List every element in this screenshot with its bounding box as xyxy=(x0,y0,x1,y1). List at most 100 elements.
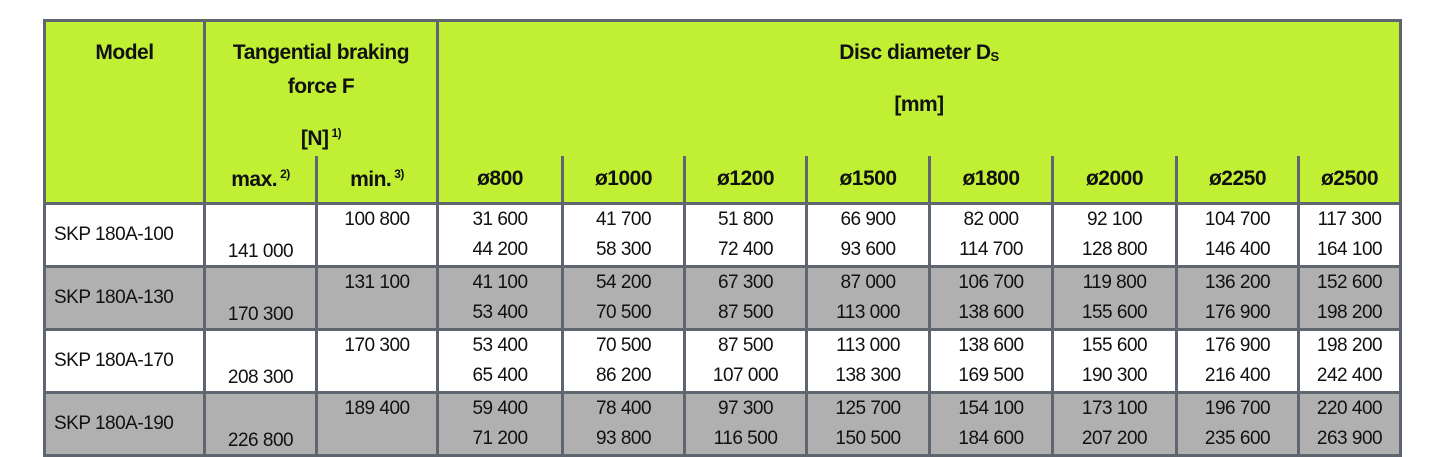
force-max-value: 82 000 xyxy=(963,209,1019,230)
disc-force-cell: 154 100 184 600 xyxy=(928,391,1054,457)
force-max-value: 97 300 xyxy=(717,398,774,419)
force-min-value: 128 800 xyxy=(1081,239,1148,260)
diameter-header: ø2000 xyxy=(1051,156,1178,205)
disc-force-cell: 173 100 207 200 xyxy=(1051,391,1178,457)
model-cell: SKP 180A-170 xyxy=(43,328,206,394)
disc-force-cell: 117 300 164 100 xyxy=(1297,202,1402,268)
disc-force-cell: 119 800 155 600 xyxy=(1051,265,1178,331)
force-max-value: 54 200 xyxy=(595,272,652,293)
diameter-header: ø2500 xyxy=(1297,156,1402,205)
force-min-value: 176 900 xyxy=(1204,302,1271,323)
disc-force-cell: 87 500 107 000 xyxy=(683,328,808,394)
table-row: SKP 180A-100 141 000 100 800 31 600 44 200 41… xyxy=(43,202,1402,268)
disc-force-cell: 59 400 71 200 xyxy=(436,391,564,457)
force-min-value: 93 600 xyxy=(840,239,896,260)
force-min-value: 87 500 xyxy=(717,302,774,323)
force-max-value: 106 700 xyxy=(958,272,1024,293)
force-max-value: 155 600 xyxy=(1081,335,1148,356)
force-max-value: 87 500 xyxy=(717,335,774,356)
force-max-value: 136 200 xyxy=(1204,272,1271,293)
disc-force-cell: 87 000 113 000 xyxy=(805,265,931,331)
force-min-value: 138 600 xyxy=(958,302,1024,323)
force-min-value: 113 000 xyxy=(836,302,900,323)
disc-force-cell: 220 400 263 900 xyxy=(1297,391,1402,457)
force-max-value: 113 000 xyxy=(836,335,900,356)
max-force-cell: 208 300 xyxy=(203,328,318,394)
disc-force-cell: 53 400 65 400 xyxy=(436,328,564,394)
force-min-value: 190 300 xyxy=(1081,365,1148,386)
force-min-value: 242 400 xyxy=(1316,365,1383,386)
force-max-value: 152 600 xyxy=(1316,272,1383,293)
force-min-value: 53 400 xyxy=(472,302,528,323)
disc-force-cell: 106 700 138 600 xyxy=(928,265,1054,331)
min-force-cell: 100 800 xyxy=(315,202,439,268)
disc-force-cell: 138 600 169 500 xyxy=(928,328,1054,394)
model-header: Model xyxy=(43,19,206,205)
force-max-value: 196 700 xyxy=(1204,398,1271,419)
force-min-value: 114 700 xyxy=(959,239,1023,260)
force-max-value: 41 100 xyxy=(472,272,528,293)
diameter-header: ø1800 xyxy=(928,156,1054,205)
table-row: SKP 180A-130 170 300 131 100 41 100 53 400 54… xyxy=(43,265,1402,331)
force-max-value: 70 500 xyxy=(595,335,652,356)
disc-force-cell: 92 100 128 800 xyxy=(1051,202,1178,268)
disc-force-cell: 198 200 242 400 xyxy=(1297,328,1402,394)
disc-force-cell: 41 700 58 300 xyxy=(561,202,686,268)
min-header: min. 3) xyxy=(315,156,439,205)
max-header: max. 2) xyxy=(203,156,318,205)
disc-force-cell: 31 600 44 200 xyxy=(436,202,564,268)
model-cell: SKP 180A-130 xyxy=(43,265,206,331)
force-max-value: 119 800 xyxy=(1082,272,1147,293)
force-max-value: 67 300 xyxy=(717,272,774,293)
force-min-value: 146 400 xyxy=(1204,239,1271,260)
force-max-value: 41 700 xyxy=(595,209,652,230)
force-max-value: 220 400 xyxy=(1316,398,1383,419)
force-min-value: 72 400 xyxy=(717,239,774,260)
force-max-value: 173 100 xyxy=(1081,398,1148,419)
force-max-value: 59 400 xyxy=(472,398,528,419)
force-max-value: 78 400 xyxy=(595,398,652,419)
force-max-value: 138 600 xyxy=(958,335,1024,356)
disc-force-cell: 136 200 176 900 xyxy=(1175,265,1300,331)
disc-force-cell: 54 200 70 500 xyxy=(561,265,686,331)
force-max-value: 125 700 xyxy=(835,398,901,419)
disc-force-cell: 67 300 87 500 xyxy=(683,265,808,331)
min-force-cell: 189 400 xyxy=(315,391,439,457)
table-row: SKP 180A-170 208 300 170 300 53 400 65 400 70… xyxy=(43,328,1402,394)
disc-force-cell: 152 600 198 200 xyxy=(1297,265,1402,331)
disc-force-cell: 97 300 116 500 xyxy=(683,391,808,457)
force-max-value: 176 900 xyxy=(1204,335,1271,356)
force-max-value: 53 400 xyxy=(472,335,528,356)
disc-force-cell: 196 700 235 600 xyxy=(1175,391,1300,457)
force-min-value: 70 500 xyxy=(595,302,652,323)
force-min-value: 164 100 xyxy=(1316,239,1383,260)
disc-force-cell: 113 000 138 300 xyxy=(805,328,931,394)
max-force-cell: 170 300 xyxy=(203,265,318,331)
model-cell: SKP 180A-100 xyxy=(43,202,206,268)
force-min-value: 138 300 xyxy=(835,365,901,386)
max-force-cell: 141 000 xyxy=(203,202,318,268)
disc-force-cell: 155 600 190 300 xyxy=(1051,328,1178,394)
force-max-value: 154 100 xyxy=(958,398,1024,419)
force-max-value: 198 200 xyxy=(1316,335,1383,356)
force-min-value: 107 000 xyxy=(712,365,779,386)
diameter-header: ø1500 xyxy=(805,156,931,205)
diameter-header: ø1200 xyxy=(683,156,808,205)
disc-force-cell: 176 900 216 400 xyxy=(1175,328,1300,394)
disc-force-cell: 82 000 114 700 xyxy=(928,202,1054,268)
disc-force-cell: 78 400 93 800 xyxy=(561,391,686,457)
table-row: SKP 180A-190 226 800 189 400 59 400 71 200 78… xyxy=(43,391,1402,457)
force-max-value: 31 600 xyxy=(472,209,528,230)
disc-diameter-header: Disc diameter DS [mm] xyxy=(436,19,1402,156)
disc-force-cell: 70 500 86 200 xyxy=(561,328,686,394)
force-min-value: 184 600 xyxy=(958,428,1024,449)
force-min-value: 235 600 xyxy=(1204,428,1271,449)
force-max-value: 51 800 xyxy=(717,209,774,230)
force-max-value: 87 000 xyxy=(840,272,896,293)
force-max-value: 117 300 xyxy=(1317,209,1382,230)
force-min-value: 263 900 xyxy=(1316,428,1383,449)
force-max-value: 104 700 xyxy=(1204,209,1271,230)
force-min-value: 150 500 xyxy=(835,428,901,449)
force-min-value: 44 200 xyxy=(472,239,528,260)
force-min-value: 198 200 xyxy=(1316,302,1383,323)
